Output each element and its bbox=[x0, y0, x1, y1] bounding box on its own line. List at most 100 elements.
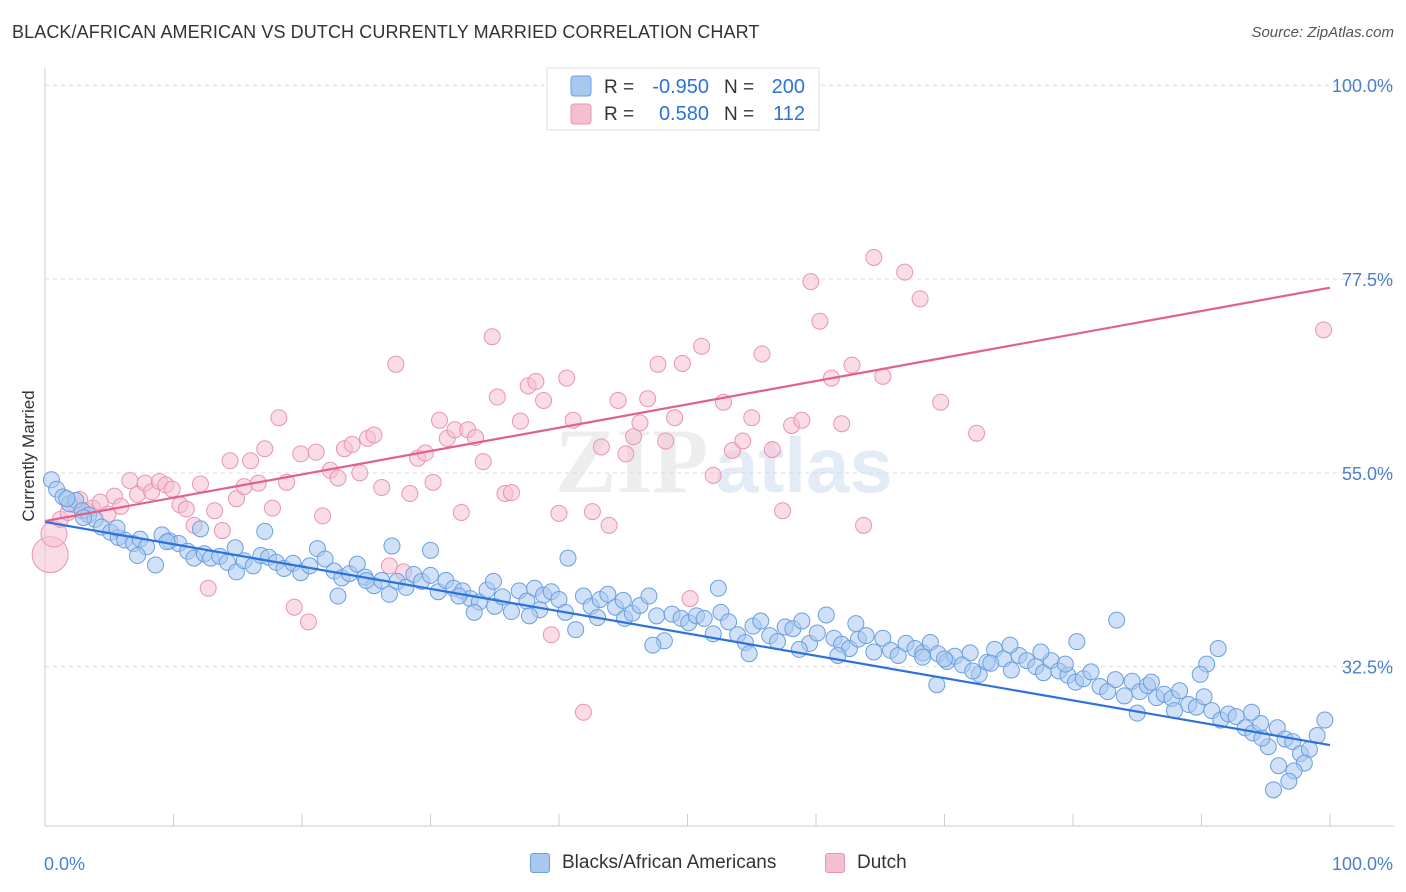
dutch-point-36 bbox=[292, 445, 310, 463]
black-point-116 bbox=[961, 644, 979, 662]
black-point-206 bbox=[644, 636, 662, 654]
chart-title: BLACK/AFRICAN AMERICAN VS DUTCH CURRENTL… bbox=[12, 22, 760, 42]
legend-swatch-pink bbox=[570, 103, 592, 125]
black-points bbox=[42, 471, 1334, 799]
legend-label-dutch: Dutch bbox=[857, 852, 907, 873]
black-point-171 bbox=[1270, 757, 1288, 775]
dutch-point-87 bbox=[681, 590, 699, 608]
dutch-point-78 bbox=[609, 391, 627, 409]
dutch-point-62 bbox=[483, 328, 501, 346]
black-point-209 bbox=[1142, 673, 1160, 691]
black-point-59 bbox=[502, 603, 520, 621]
black-point-205 bbox=[450, 587, 468, 605]
dutch-point-51 bbox=[401, 485, 419, 503]
dutch-point-76 bbox=[592, 438, 610, 456]
dutch-point-72 bbox=[558, 369, 576, 387]
black-point-201 bbox=[108, 519, 126, 537]
dutch-point-18 bbox=[163, 480, 181, 498]
dutch-point-70 bbox=[542, 626, 560, 644]
black-point-184 bbox=[1032, 643, 1050, 661]
dutch-point-74 bbox=[574, 703, 592, 721]
black-point-187 bbox=[790, 640, 808, 658]
y-tick-label-2: 55.0% bbox=[1342, 464, 1393, 484]
black-point-181 bbox=[1209, 640, 1227, 658]
dutch-point-109 bbox=[968, 424, 986, 442]
grid-lines bbox=[45, 84, 1394, 668]
black-point-193 bbox=[484, 572, 502, 590]
black-point-131 bbox=[1082, 663, 1100, 681]
axes bbox=[44, 68, 1394, 827]
legend-swatch-blue bbox=[570, 75, 592, 97]
black-point-172 bbox=[1316, 711, 1334, 729]
black-point-76 bbox=[640, 587, 658, 605]
black-trend-line bbox=[44, 520, 1331, 747]
dutch-point-95 bbox=[763, 441, 781, 459]
black-point-15 bbox=[147, 556, 165, 574]
dutch-point-84 bbox=[657, 432, 675, 450]
dutch-point-47 bbox=[373, 478, 391, 496]
black-point-95 bbox=[793, 612, 811, 630]
black-point-160 bbox=[422, 541, 439, 559]
dutch-point-69 bbox=[535, 391, 553, 409]
dutch-point-23 bbox=[199, 579, 217, 597]
black-point-145 bbox=[1195, 688, 1213, 706]
black-point-90 bbox=[752, 612, 770, 630]
black-point-198 bbox=[191, 520, 209, 538]
y-axis-label: Currently Married bbox=[19, 390, 38, 521]
dutch-point-31 bbox=[256, 440, 274, 458]
black-point-83 bbox=[695, 609, 713, 627]
legend-r-label-2: R = bbox=[604, 104, 634, 125]
dutch-point-92 bbox=[734, 432, 752, 450]
black-point-208 bbox=[982, 654, 1000, 672]
black-point-194 bbox=[357, 572, 375, 590]
dutch-point-44 bbox=[351, 464, 369, 482]
x-ticks bbox=[44, 814, 1331, 826]
dutch-point-33 bbox=[270, 409, 288, 427]
x-tick-label-min: 0.0% bbox=[44, 854, 85, 874]
black-point-103 bbox=[857, 627, 875, 645]
dutch-point-61 bbox=[474, 453, 492, 471]
legend-box bbox=[546, 67, 820, 131]
dutch-point-24 bbox=[206, 502, 224, 520]
black-point-134 bbox=[1106, 671, 1124, 689]
dutch-point-83 bbox=[649, 355, 667, 373]
dutch-point-63 bbox=[488, 388, 506, 406]
dutch-point-26 bbox=[221, 452, 239, 470]
dutch-point-27 bbox=[227, 490, 245, 508]
dutch-point-75 bbox=[583, 503, 601, 521]
black-point-77 bbox=[648, 607, 666, 625]
black-point-67 bbox=[567, 621, 585, 639]
dutch-point-93 bbox=[743, 409, 761, 427]
dutch-point-89 bbox=[704, 466, 722, 484]
dutch-point-94 bbox=[753, 345, 771, 363]
y-tick-label-0: 100.0% bbox=[1332, 76, 1393, 96]
black-point-182 bbox=[1191, 665, 1209, 683]
black-point-105 bbox=[874, 629, 892, 647]
dutch-trend-line bbox=[44, 286, 1331, 523]
legend-bottom: Blacks/African Americans Dutch bbox=[0, 852, 1406, 878]
black-point-162 bbox=[709, 579, 727, 597]
black-point-98 bbox=[817, 606, 835, 624]
watermark: ZIP atlas bbox=[555, 410, 893, 512]
source-credit: Source: ZipAtlas.com bbox=[1251, 24, 1394, 41]
dutch-point-103 bbox=[843, 356, 861, 374]
dutch-point-43 bbox=[343, 435, 361, 453]
y-tick-label-1: 77.5% bbox=[1342, 270, 1393, 290]
legend-n-label-2: N = bbox=[724, 104, 754, 125]
dutch-point-79 bbox=[617, 445, 635, 463]
black-point-86 bbox=[720, 613, 738, 631]
black-point-66 bbox=[559, 549, 577, 567]
black-point-164 bbox=[847, 615, 865, 633]
dutch-point-110 bbox=[932, 393, 950, 411]
black-point-173 bbox=[928, 676, 946, 694]
dutch-point-32 bbox=[263, 499, 281, 517]
black-point-167 bbox=[1068, 633, 1086, 651]
black-point-179 bbox=[1280, 772, 1298, 790]
black-point-44 bbox=[380, 585, 398, 603]
dutch-point-81 bbox=[631, 414, 649, 432]
dutch-point-22 bbox=[191, 475, 209, 493]
dutch-point-25 bbox=[213, 522, 231, 540]
legend-r-label-1: R = bbox=[604, 77, 634, 98]
black-point-36 bbox=[316, 550, 334, 568]
